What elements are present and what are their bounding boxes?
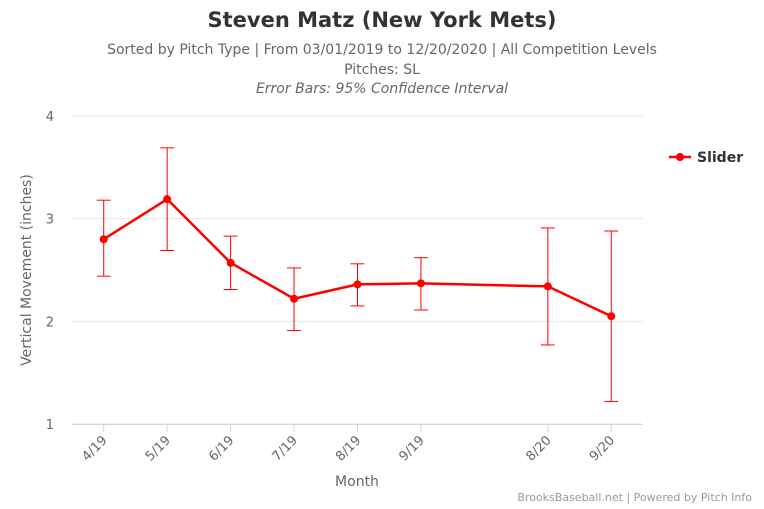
plot-area [96,147,619,402]
data-point[interactable] [290,294,299,303]
x-tick-label: 6/19 [206,433,237,464]
x-tick-label: 9/20 [587,433,618,464]
legend-label[interactable]: Slider [697,150,743,166]
series-line-slider [103,197,612,318]
legend-marker-icon[interactable] [676,153,684,161]
data-point[interactable] [416,279,425,288]
x-axis-label: Month [335,474,379,490]
credits[interactable]: BrooksBaseball.net | Powered by Pitch In… [517,491,752,504]
data-point[interactable] [99,235,108,244]
data-point[interactable] [353,280,362,289]
y-axis-label: Vertical Movement (inches) [19,174,35,366]
y-tick-label: 3 [46,213,54,228]
y-tick-label: 2 [46,315,54,330]
chart-title: Steven Matz (New York Mets) [207,8,557,32]
chart-subtitle: Sorted by Pitch Type | From 03/01/2019 t… [107,42,657,58]
y-tick-label: 1 [46,418,54,433]
data-point[interactable] [163,195,172,204]
chart-error-bars-subtitle: Error Bars: 95% Confidence Interval [255,81,509,97]
x-tick-label: 7/19 [270,433,301,464]
x-tick-label: 8/20 [523,433,554,464]
x-tick-label: 4/19 [79,433,110,464]
chart-pitches-subtitle: Pitches: SL [344,62,420,78]
x-tick-label: 8/19 [333,433,364,464]
data-point[interactable] [543,282,552,291]
y-tick-label: 4 [46,110,54,125]
x-tick-label: 5/19 [143,433,174,464]
x-axis: 4/19 5/19 6/19 7/19 8/19 9/19 8/20 9/20 [72,424,643,464]
x-tick-label: 9/19 [397,433,428,464]
data-point[interactable] [607,312,616,321]
data-point[interactable] [226,258,235,267]
y-axis: 1 2 3 4 [46,110,54,433]
legend[interactable]: Slider [669,150,743,166]
